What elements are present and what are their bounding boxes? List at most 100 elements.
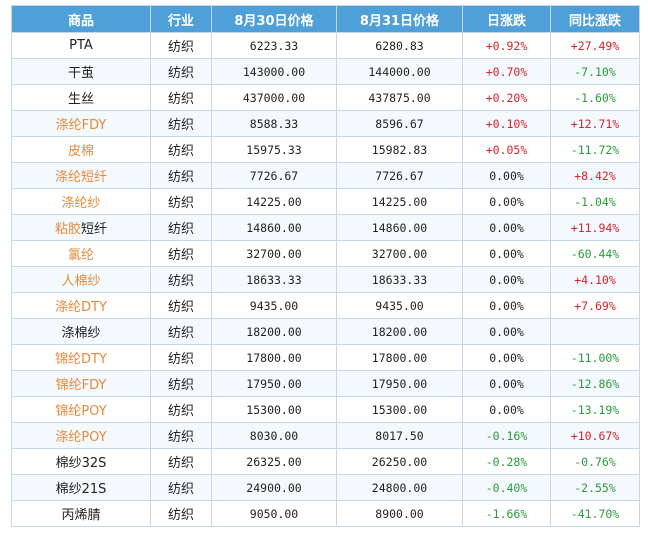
price-aug31-cell: 15300.00	[336, 396, 463, 423]
price-aug31-cell: 8900.00	[336, 500, 463, 527]
commodity-name: 生丝	[11, 84, 151, 111]
daily-change-cell: 0.00%	[462, 240, 551, 267]
price-aug31-cell: 26250.00	[336, 448, 463, 475]
price-aug31-cell: 14860.00	[336, 214, 463, 241]
industry-cell: 纺织	[150, 84, 212, 111]
daily-change-cell: +0.92%	[462, 32, 551, 59]
price-aug31-cell: 437875.00	[336, 84, 463, 111]
commodity-name: 棉纱32S	[11, 448, 151, 475]
industry-cell: 纺织	[150, 422, 212, 449]
commodity-link[interactable]: 人棉纱	[61, 274, 101, 289]
commodity-label: 干茧	[67, 66, 94, 81]
table-row: 涤纶DTY 纺织 9435.00 9435.00 0.00% +7.69%	[11, 292, 640, 319]
daily-change-cell: -0.28%	[462, 448, 551, 475]
industry-cell: 纺织	[150, 318, 212, 345]
commodity-link[interactable]: 涤纶DTY	[55, 300, 107, 315]
price-aug30-cell: 7726.67	[211, 162, 337, 189]
table-row: 粘胶短纤 纺织 14860.00 14860.00 0.00% +11.94%	[11, 214, 640, 241]
industry-cell: 纺织	[150, 240, 212, 267]
daily-change-cell: -0.16%	[462, 422, 551, 449]
yoy-change-cell: -1.04%	[550, 188, 640, 215]
yoy-change-cell: +8.42%	[550, 162, 640, 189]
industry-cell: 纺织	[150, 214, 212, 241]
commodity-link[interactable]: 锦纶FDY	[55, 378, 107, 393]
table-row: 棉纱21S 纺织 24900.00 24800.00 -0.40% -2.55%	[11, 474, 640, 501]
table-row: 干茧 纺织 143000.00 144000.00 +0.70% -7.10%	[11, 58, 640, 85]
yoy-change-cell: -13.19%	[550, 396, 640, 423]
price-aug30-cell: 14860.00	[211, 214, 337, 241]
price-aug30-cell: 18633.33	[211, 266, 337, 293]
price-aug31-cell: 6280.83	[336, 32, 463, 59]
daily-change-cell: +0.10%	[462, 110, 551, 137]
daily-change-cell: 0.00%	[462, 370, 551, 397]
table-row: 锦纶FDY 纺织 17950.00 17950.00 0.00% -12.86%	[11, 370, 640, 397]
price-aug30-cell: 26325.00	[211, 448, 337, 475]
commodity-name[interactable]: 锦纶DTY	[11, 344, 151, 371]
commodity-link[interactable]: 涤纶纱	[61, 196, 101, 211]
price-aug31-cell: 17800.00	[336, 344, 463, 371]
industry-cell: 纺织	[150, 292, 212, 319]
price-aug30-cell: 143000.00	[211, 58, 337, 85]
yoy-change-cell: -2.55%	[550, 474, 640, 501]
commodity-name[interactable]: 皮棉	[11, 136, 151, 163]
commodity-link[interactable]: 皮棉	[67, 144, 94, 159]
daily-change-cell: 0.00%	[462, 188, 551, 215]
price-aug30-cell: 14225.00	[211, 188, 337, 215]
commodity-link[interactable]: 涤纶POY	[55, 430, 107, 445]
yoy-change-cell: -41.70%	[550, 500, 640, 527]
table-row: 涤纶FDY 纺织 8588.33 8596.67 +0.10% +12.71%	[11, 110, 640, 137]
commodity-name: 丙烯腈	[11, 500, 151, 527]
price-aug31-cell: 8596.67	[336, 110, 463, 137]
price-aug30-cell: 17950.00	[211, 370, 337, 397]
commodity-link[interactable]: 锦纶POY	[55, 404, 107, 419]
header-industry: 行业	[150, 5, 212, 33]
price-aug31-cell: 144000.00	[336, 58, 463, 85]
industry-cell: 纺织	[150, 188, 212, 215]
commodity-name[interactable]: 涤纶短纤	[11, 162, 151, 189]
price-aug30-cell: 18200.00	[211, 318, 337, 345]
commodity-name[interactable]: 涤纶DTY	[11, 292, 151, 319]
price-aug30-cell: 24900.00	[211, 474, 337, 501]
yoy-change-cell	[550, 318, 640, 345]
daily-change-cell: +0.05%	[462, 136, 551, 163]
commodity-name[interactable]: 锦纶POY	[11, 396, 151, 423]
commodity-link[interactable]: 锦纶DTY	[55, 352, 107, 367]
industry-cell: 纺织	[150, 58, 212, 85]
industry-cell: 纺织	[150, 448, 212, 475]
commodity-name[interactable]: 氯纶	[11, 240, 151, 267]
commodity-name[interactable]: 涤纶纱	[11, 188, 151, 215]
price-aug30-cell: 8588.33	[211, 110, 337, 137]
price-aug31-cell: 14225.00	[336, 188, 463, 215]
industry-cell: 纺织	[150, 370, 212, 397]
price-aug30-cell: 9435.00	[211, 292, 337, 319]
commodity-link[interactable]: 涤纶FDY	[55, 118, 107, 133]
header-price-aug31: 8月31日价格	[336, 5, 463, 33]
commodity-label-suffix: 短纤	[81, 222, 108, 237]
price-aug31-cell: 18200.00	[336, 318, 463, 345]
industry-cell: 纺织	[150, 266, 212, 293]
commodity-label: 棉纱21S	[55, 482, 107, 497]
table-row: 涤棉纱 纺织 18200.00 18200.00 0.00%	[11, 318, 640, 345]
yoy-change-cell: +4.10%	[550, 266, 640, 293]
table-row: 生丝 纺织 437000.00 437875.00 +0.20% -1.60%	[11, 84, 640, 111]
table-row: 涤纶POY 纺织 8030.00 8017.50 -0.16% +10.67%	[11, 422, 640, 449]
commodity-name[interactable]: 涤纶FDY	[11, 110, 151, 137]
commodity-name[interactable]: 粘胶短纤	[11, 214, 151, 241]
daily-change-cell: 0.00%	[462, 318, 551, 345]
daily-change-cell: 0.00%	[462, 214, 551, 241]
commodity-name[interactable]: 涤纶POY	[11, 422, 151, 449]
yoy-change-cell: -7.10%	[550, 58, 640, 85]
price-aug31-cell: 24800.00	[336, 474, 463, 501]
price-table-container: 商品 行业 8月30日价格 8月31日价格 日涨跌 同比涨跌 PTA 纺织 6223…	[11, 5, 640, 527]
yoy-change-cell: -11.00%	[550, 344, 640, 371]
industry-cell: 纺织	[150, 396, 212, 423]
commodity-link[interactable]: 粘胶	[54, 222, 81, 237]
industry-cell: 纺织	[150, 344, 212, 371]
commodity-name[interactable]: 锦纶FDY	[11, 370, 151, 397]
commodity-link[interactable]: 涤纶短纤	[54, 170, 107, 185]
commodity-name[interactable]: 人棉纱	[11, 266, 151, 293]
commodity-link[interactable]: 氯纶	[67, 248, 94, 263]
header-commodity: 商品	[11, 5, 151, 33]
table-row: PTA 纺织 6223.33 6280.83 +0.92% +27.49%	[11, 32, 640, 59]
price-aug30-cell: 15975.33	[211, 136, 337, 163]
